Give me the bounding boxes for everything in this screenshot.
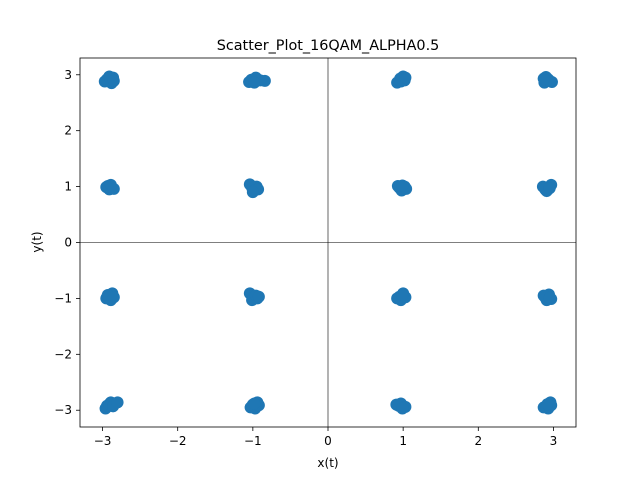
x-tick-label: −2 [169,434,187,448]
x-axis-label: x(t) [317,456,338,470]
scatter-point [248,397,261,410]
scatter-point [543,291,556,304]
scatter-point [107,182,120,195]
scatter-point [396,402,409,415]
scatter-points [98,70,558,415]
scatter-point [107,291,120,304]
y-tick-label: 1 [64,180,72,194]
y-tick-label: 0 [64,236,72,250]
y-tick-label: −1 [54,291,72,305]
scatter-point [248,76,261,89]
x-tick-label: 3 [550,434,558,448]
y-tick-label: −3 [54,403,72,417]
scatter-point [252,290,265,303]
scatter-point [396,289,409,302]
reference-lines [80,58,576,427]
y-tick-label: 3 [64,68,72,82]
scatter-point [107,74,120,87]
scatter-point [111,396,124,409]
x-tick-label: −3 [94,434,112,448]
scatter-point [399,71,412,84]
y-tick-label: 2 [64,124,72,138]
x-axis-ticks: −3 −2 −1 0 1 2 3 [94,427,558,448]
x-tick-label: 0 [324,434,332,448]
chart-title: Scatter_Plot_16QAM_ALPHA0.5 [217,38,440,54]
scatter-point [543,182,556,195]
x-tick-label: 1 [399,434,407,448]
scatter-point [396,179,409,192]
y-tick-label: −2 [54,347,72,361]
scatter-point [541,398,554,411]
x-tick-label: −1 [244,434,262,448]
scatter-point [258,74,271,87]
y-axis-label: y(t) [30,231,44,252]
scatter-point [246,186,259,199]
x-tick-label: 2 [474,434,482,448]
y-axis-ticks: −3 −2 −1 0 1 2 3 [54,68,80,417]
scatter-point [537,72,550,85]
